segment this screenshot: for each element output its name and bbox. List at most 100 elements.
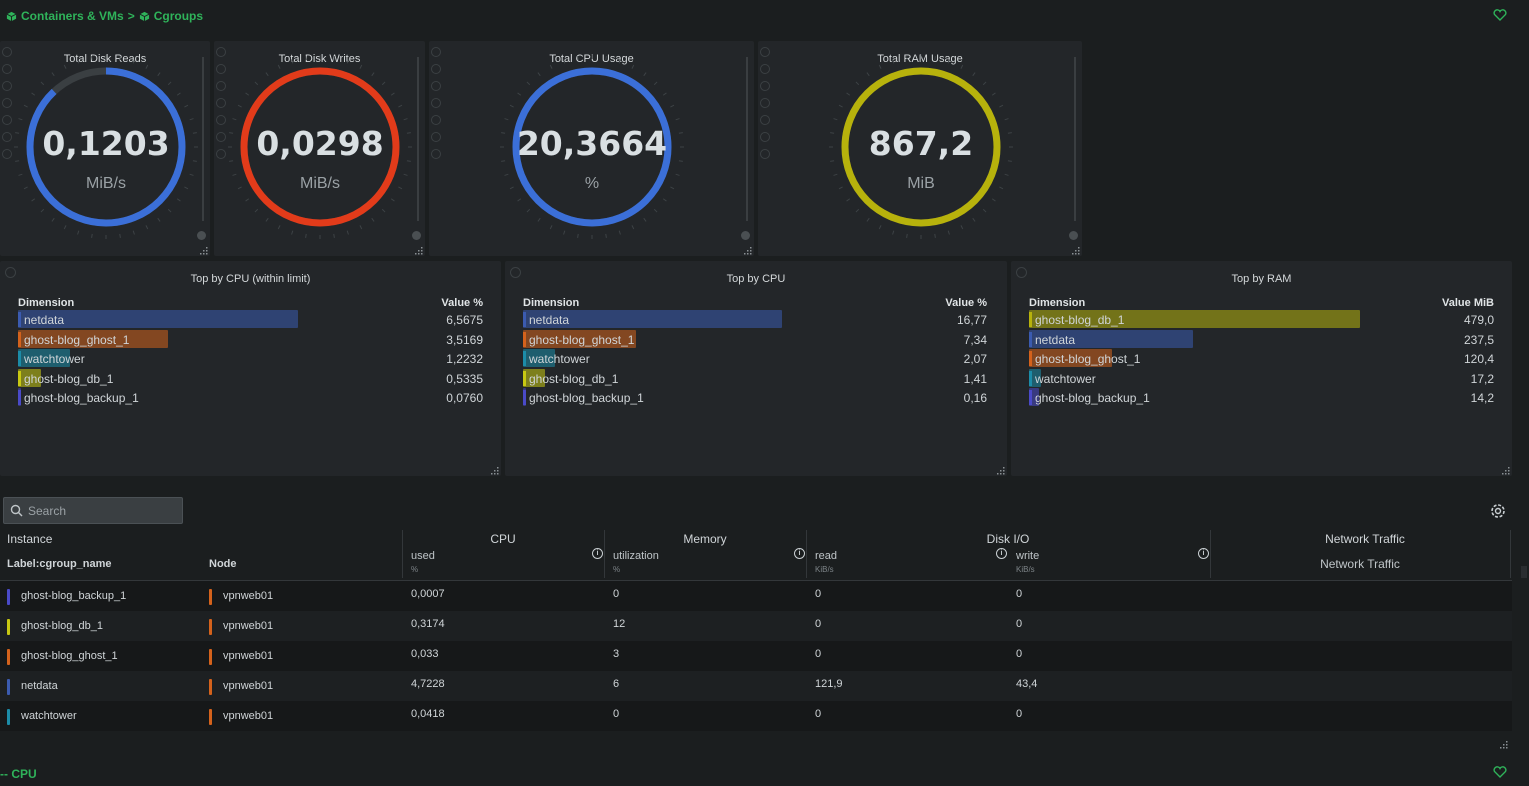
dimension-value: 3,5169 [446,332,483,347]
gauge-card[interactable]: Total CPU Usage 20,3664% [429,41,754,256]
breadcrumb-containers-link[interactable]: Containers & VMs [21,9,124,23]
resize-handle-icon[interactable] [743,244,752,255]
table-row[interactable]: ghost-blog_db_1 vpnweb01 0,3174 12 0 0 [0,611,1512,641]
cpu-cell: 0,033 [411,648,439,660]
top-list-row[interactable]: ghost-blog_ghost_1 3,5169 [18,329,483,348]
node-header[interactable]: Node [209,558,237,570]
table-row[interactable]: ghost-blog_ghost_1 vpnweb01 0,033 3 0 0 [0,641,1512,671]
mem-cell: 0 [613,588,620,600]
gauge-arc [26,67,186,227]
top-list-card[interactable]: Top by CPU (within limit) Dimension Value … [0,261,501,476]
gear-icon[interactable] [1489,502,1507,520]
gauge-scrollbar[interactable] [1074,57,1076,221]
resize-handle-icon[interactable] [414,244,423,255]
resize-handle-icon[interactable] [996,464,1005,475]
gauge-card[interactable]: Total Disk Reads 0,1203 MiB/s [0,41,210,256]
top-list-row[interactable]: netdata 237,5 [1029,329,1494,348]
top-list-row[interactable]: ghost-blog_ghost_1 7,34 [523,329,987,348]
disk-write-header[interactable]: write [1016,550,1040,562]
gauge-unit: MiB/s [300,175,340,192]
top-list-row[interactable]: ghost-blog_backup_1 0,16 [523,388,987,406]
top-list-row[interactable]: watchtower 17,2 [1029,368,1494,387]
chart-toolbar-icon[interactable] [5,267,16,278]
top-list-row[interactable]: ghost-blog_backup_1 14,2 [1029,388,1494,406]
dimension-label: ghost-blog_ghost_1 [24,332,130,347]
gauge-scrollbar[interactable] [417,57,419,221]
color-indicator [1029,351,1032,366]
chart-toolbar-icon[interactable] [510,267,521,278]
gauge-arc [841,67,1001,227]
gauge-value: 20,3664 [517,124,667,163]
color-indicator [7,589,10,605]
info-icon[interactable]: i [996,548,1007,559]
read-cell: 0 [815,618,822,630]
memory-utilization-header[interactable]: utilization [613,550,659,562]
resize-handle-icon[interactable] [1501,464,1510,475]
dimension-label: ghost-blog_backup_1 [1035,391,1150,405]
column-divider [604,530,605,578]
dimension-label: ghost-blog_ghost_1 [1035,352,1141,366]
chart-toolbar-icons[interactable] [431,47,441,166]
dimension-value: 6,5675 [446,313,483,327]
cgroup-name-header[interactable]: Label:cgroup_name [7,558,112,570]
value-header: Value % [441,297,483,309]
gauge-card[interactable]: Total RAM Usage 867,2 MiB [758,41,1082,256]
top-list-row[interactable]: netdata 16,77 [523,310,987,328]
heart-icon[interactable] [1493,766,1507,778]
search-input[interactable] [28,504,178,518]
resize-handle-icon[interactable] [1499,740,1508,749]
gauge-value: 0,1203 [42,124,169,163]
cpu-cell: 0,0007 [411,588,445,600]
color-indicator [523,390,526,405]
dimension-value: 479,0 [1463,313,1494,327]
resize-handle-icon[interactable] [490,464,499,475]
network-traffic-header[interactable]: Network Traffic [1320,557,1400,571]
top-list-card[interactable]: Top by RAM Dimension Value MiB ghost-blog_d… [1011,261,1512,476]
page-scrollbar[interactable] [1521,566,1527,578]
top-list-row[interactable]: ghost-blog_db_1 479,0 [1029,310,1494,328]
table-row[interactable]: ghost-blog_backup_1 vpnweb01 0,0007 0 0 0 [0,581,1512,611]
gauge-title: Total Disk Reads [63,53,147,65]
info-icon[interactable]: i [794,548,805,559]
gauge-card[interactable]: Total Disk Writes 0,0298 MiB/s [214,41,425,256]
top-list-row[interactable]: watchtower 1,2232 [18,349,483,367]
cube-icon [139,11,149,21]
top-list-row[interactable]: ghost-blog_db_1 1,41 [523,368,987,387]
chart-toolbar-icons[interactable] [2,47,12,166]
top-list-card[interactable]: Top by CPU Dimension Value % netdata 16,77 gh… [505,261,1007,476]
info-icon[interactable]: i [592,548,603,559]
top-list-row[interactable]: ghost-blog_ghost_1 120,4 [1029,349,1494,367]
table-row[interactable]: netdata vpnweb01 4,7228 6 121,9 43,4 [0,671,1512,701]
disk-read-header[interactable]: read [815,550,838,562]
chart-toolbar-icons[interactable] [760,47,770,166]
cpu-used-header[interactable]: used [411,550,435,562]
top-list-row[interactable]: watchtower 2,07 [523,349,987,367]
info-icon[interactable]: i [1198,548,1209,559]
value-bar [18,349,71,367]
read-cell: 0 [815,708,822,720]
breadcrumb-cgroups-link[interactable]: Cgroups [153,9,204,23]
dimension-header: Dimension [1029,297,1086,309]
chart-toolbar-icon[interactable] [1016,267,1027,278]
top-list-row[interactable]: ghost-blog_db_1 0,5335 [18,368,483,387]
node-cell: vpnweb01 [223,680,274,692]
resize-handle-icon[interactable] [1071,244,1080,255]
table-row[interactable]: watchtower vpnweb01 0,0418 0 0 0 [0,701,1512,731]
heart-icon[interactable] [1493,9,1507,21]
top-list-title: Top by CPU [726,273,786,285]
chart-toolbar-icons[interactable] [216,47,226,166]
value-bar [523,310,782,328]
column-divider [1510,530,1511,578]
top-list-row[interactable]: netdata 6,5675 [18,310,483,328]
search-box[interactable] [3,497,183,524]
top-list-row[interactable]: ghost-blog_backup_1 0,0760 [18,388,483,406]
resize-handle-icon[interactable] [199,244,208,255]
gauge-scrollbar[interactable] [202,57,204,221]
network-group-header: Network Traffic [1325,532,1405,546]
value-bar [1029,388,1039,406]
read-cell: 0 [815,588,822,600]
write-cell: 0 [1016,588,1023,600]
dimension-value: 1,2232 [446,352,483,366]
gauge-scrollbar[interactable] [746,57,748,221]
cpu-section-heading[interactable]: -- CPU [0,767,37,781]
